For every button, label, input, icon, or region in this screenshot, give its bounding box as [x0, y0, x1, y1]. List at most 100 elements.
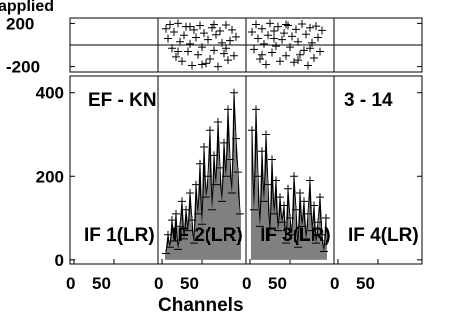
amp-connector — [233, 92, 237, 139]
phase-point — [190, 25, 198, 34]
phase-point — [292, 25, 300, 34]
amp-connector — [273, 180, 277, 214]
data-markers — [162, 19, 330, 260]
amp-connector — [323, 218, 327, 252]
panel-frames — [69, 17, 423, 265]
phase-point — [302, 30, 310, 39]
phase-point — [312, 22, 320, 31]
phase-point — [216, 26, 224, 35]
x-tick-label: 0 — [66, 274, 75, 293]
amp-y-tick-label: 200 — [36, 167, 64, 186]
phase-point — [268, 48, 276, 57]
amp-y-tick-label: 0 — [55, 251, 64, 270]
amp-connector — [201, 147, 205, 225]
phase-point — [280, 29, 288, 38]
phase-point — [282, 51, 290, 60]
amp-connector — [317, 197, 321, 223]
amp-point — [236, 209, 244, 218]
phase-point — [226, 36, 234, 45]
amp-connector — [285, 188, 289, 244]
phase-point — [200, 29, 208, 38]
phase-point — [316, 47, 324, 56]
phase-point — [258, 24, 266, 33]
phase-point — [208, 23, 216, 32]
phase-point — [286, 43, 294, 52]
panel-label: IF 3(LR) — [260, 225, 331, 246]
phase-point — [282, 20, 290, 29]
phase-point — [270, 26, 278, 35]
amp-connector — [231, 92, 235, 193]
phase-point — [194, 50, 202, 59]
amp-connector — [199, 163, 203, 225]
amp-connector — [293, 176, 297, 210]
amp-connector — [267, 184, 271, 235]
phase-point — [306, 23, 314, 32]
phase-point — [168, 44, 176, 53]
amp-connector — [319, 197, 323, 235]
phase-point — [178, 57, 186, 66]
phase-point — [318, 26, 326, 35]
phase-point — [210, 20, 218, 29]
amp-connector — [251, 130, 255, 210]
amp-connector — [305, 213, 309, 239]
phase-axis-label: applied — [0, 0, 54, 15]
phase-point — [288, 32, 296, 41]
amp-connector — [255, 109, 259, 177]
phase-point — [180, 31, 188, 40]
phase-point — [266, 19, 274, 28]
phase-point — [184, 47, 192, 56]
amp-connector — [261, 151, 265, 202]
phase-point — [304, 61, 312, 70]
amp-connector — [237, 172, 241, 214]
phase-point — [274, 22, 282, 31]
panel-label: IF 1(LR) — [84, 225, 155, 246]
phase-point — [228, 25, 236, 34]
phase-point — [202, 59, 210, 68]
phase-point — [204, 35, 212, 44]
amp-connector — [207, 130, 211, 177]
phase-y-tick-label: 200 — [6, 14, 34, 33]
amp-connector — [277, 197, 281, 231]
phase-point — [284, 21, 292, 30]
phase-point — [260, 39, 268, 48]
phase-point — [166, 20, 174, 29]
phase-point — [248, 28, 256, 37]
amp-connector — [215, 121, 219, 185]
phase-point — [192, 33, 200, 42]
phase-point — [296, 50, 304, 59]
amp-connector — [275, 180, 279, 231]
phase-point — [254, 34, 262, 43]
phase-point — [198, 43, 206, 52]
x-tick-label: 0 — [242, 274, 251, 293]
x-axis-label: Channels — [158, 295, 244, 316]
chart-title: EF - KN — [88, 90, 157, 111]
phase-point — [278, 35, 286, 44]
amp-connector — [259, 151, 263, 227]
amp-connector — [219, 167, 223, 202]
phase-point — [220, 49, 228, 58]
phase-point — [170, 28, 178, 37]
phase-point — [270, 34, 278, 43]
amp-connector — [195, 184, 199, 214]
amp-y-tick-label: 400 — [36, 84, 64, 103]
phase-point — [256, 55, 264, 64]
amp-connector — [283, 205, 287, 244]
amp-connector — [263, 134, 267, 202]
amp-connector — [187, 192, 191, 231]
phase-point — [264, 31, 272, 40]
amp-connector — [307, 180, 311, 214]
amp-connector — [303, 201, 307, 239]
chart-subtitle: 3 - 14 — [344, 90, 393, 111]
amp-connector — [313, 205, 317, 244]
phase-point — [214, 62, 222, 71]
amp-connector — [297, 192, 301, 248]
phase-point — [186, 39, 194, 48]
phase-point — [310, 53, 318, 62]
phase-point — [250, 45, 258, 54]
amp-connector — [175, 213, 179, 250]
amp-connector — [311, 205, 315, 231]
phase-point — [276, 57, 284, 66]
amp-connector — [301, 201, 305, 227]
phase-y-tick-label: -200 — [6, 58, 40, 77]
